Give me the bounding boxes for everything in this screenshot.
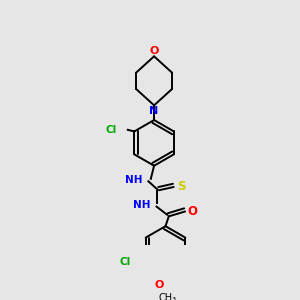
Text: NH: NH <box>125 176 143 185</box>
Text: O: O <box>154 280 164 290</box>
Text: CH₃: CH₃ <box>158 293 176 300</box>
Text: O: O <box>188 205 198 218</box>
Text: O: O <box>149 46 159 56</box>
Text: S: S <box>177 181 185 194</box>
Text: Cl: Cl <box>120 257 131 267</box>
Text: NH: NH <box>133 200 151 210</box>
Text: N: N <box>149 106 159 116</box>
Text: Cl: Cl <box>105 125 116 135</box>
